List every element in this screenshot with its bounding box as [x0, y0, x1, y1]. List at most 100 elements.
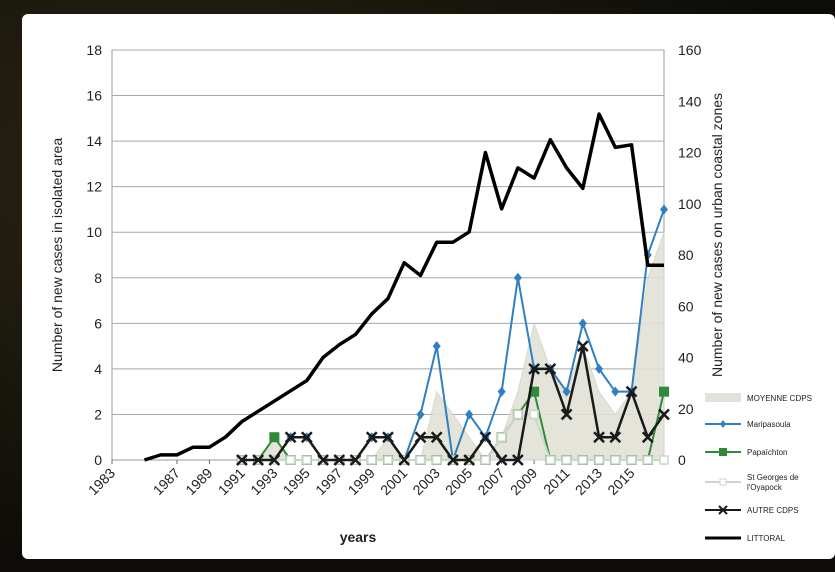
- st-georges-de-l-oyapock-point: [578, 455, 588, 465]
- x-tick-label: 2015: [604, 465, 637, 498]
- y-left-tick-label: 16: [86, 88, 102, 104]
- autre-cdps-point: [252, 454, 265, 466]
- st-georges-de-l-oyapock-point: [659, 455, 669, 465]
- legend-marker-maripasoula: [720, 420, 726, 428]
- maripasoula-point: [416, 409, 425, 420]
- autre-cdps-point: [235, 454, 248, 466]
- legend-swatch-moyenne-cdps: [705, 393, 741, 402]
- autre-cdps-point: [528, 363, 541, 375]
- legend-label-st-georges-de-l-oyapock: St Georges de l'Oyapock: [747, 473, 799, 492]
- st-georges-de-l-oyapock-point: [545, 455, 556, 465]
- autre-cdps-point: [430, 431, 443, 444]
- autre-cdps-point: [317, 454, 329, 466]
- st-georges-de-l-oyapock-point: [415, 455, 426, 465]
- y-right-axis-title: Number of new cases on urban coastal zon…: [709, 93, 725, 377]
- autre-cdps-point: [576, 340, 589, 352]
- autre-cdps-point: [447, 454, 459, 466]
- autre-cdps-point: [349, 454, 362, 466]
- autre-cdps-point: [382, 431, 394, 444]
- st-georges-de-l-oyapock-point: [431, 455, 442, 465]
- x-tick-label: 1997: [312, 465, 345, 498]
- x-tick-label: 1983: [85, 465, 118, 498]
- x-tick-label: 2009: [507, 465, 540, 498]
- st-georges-de-l-oyapock-point: [561, 455, 572, 465]
- y-right-tick-label: 120: [678, 145, 702, 161]
- autre-cdps-point: [593, 431, 605, 444]
- x-tick-label: 1995: [280, 465, 313, 498]
- x-axis-title: years: [340, 529, 377, 545]
- st-georges-de-l-oyapock-point: [302, 455, 312, 465]
- autre-cdps-point: [365, 431, 378, 444]
- y-left-tick-label: 4: [94, 361, 102, 377]
- x-tick-label: 2013: [572, 465, 605, 498]
- autre-cdps-point: [268, 454, 281, 466]
- maripasoula-point: [562, 386, 571, 397]
- x-tick-label: 2003: [409, 465, 442, 498]
- maripasoula-point: [660, 204, 668, 215]
- st-georges-de-l-oyapock-point: [626, 455, 637, 465]
- x-tick-label: 1989: [182, 465, 215, 498]
- y-right-tick-label: 0: [678, 452, 686, 468]
- st-georges-de-l-oyapock-point: [513, 409, 523, 420]
- papa-chton-point: [529, 386, 540, 397]
- maripasoula-point: [611, 386, 620, 397]
- maripasoula-point: [465, 409, 474, 420]
- autre-cdps-point: [625, 385, 638, 398]
- papa-chton-point: [659, 386, 669, 397]
- maripasoula-point: [497, 386, 506, 397]
- littoral-line: [143, 112, 664, 462]
- y-left-axis-title: Number of new cases in isolated area: [49, 138, 65, 372]
- y-right-tick-label: 60: [678, 298, 694, 314]
- autre-cdps-point: [398, 454, 411, 466]
- autre-cdps-point: [511, 454, 524, 466]
- y-left-tick-label: 8: [94, 270, 102, 286]
- y-left-tick-label: 0: [94, 452, 102, 468]
- autre-cdps-point: [463, 454, 476, 466]
- autre-cdps-point: [284, 431, 297, 444]
- autre-cdps-point: [479, 431, 492, 444]
- autre-cdps-point: [658, 408, 670, 421]
- st-georges-de-l-oyapock-point: [594, 455, 604, 465]
- y-left-tick-label: 2: [94, 406, 102, 422]
- legend-marker-st-georges-de-l-oyapock: [719, 478, 727, 486]
- legend-label-maripasoula: Maripasoula: [747, 420, 791, 429]
- maripasoula-point: [595, 363, 604, 374]
- y-left-tick-label: 12: [86, 179, 102, 195]
- st-georges-de-l-oyapock-point: [610, 455, 621, 465]
- y-right-tick-label: 80: [678, 247, 694, 263]
- legend-label-papa-chton: Papaïchton: [747, 448, 787, 457]
- y-left-tick-label: 18: [86, 42, 102, 58]
- legend-label-line: l'Oyapock: [747, 483, 783, 492]
- autre-cdps-point: [560, 408, 573, 421]
- autre-cdps-point: [333, 454, 346, 466]
- x-tick-label: 1993: [247, 465, 280, 498]
- y-right-tick-label: 100: [678, 196, 702, 212]
- x-tick-label: 1999: [345, 465, 378, 498]
- legend-label-autre-cdps: AUTRE CDPS: [747, 506, 799, 515]
- x-tick-label: 2007: [474, 465, 507, 498]
- y-left-tick-label: 6: [94, 315, 102, 331]
- st-georges-de-l-oyapock-point: [496, 432, 507, 442]
- st-georges-de-l-oyapock-point: [480, 455, 491, 465]
- maripasoula-point: [432, 341, 441, 352]
- x-tick-label: 2011: [540, 465, 573, 498]
- st-georges-de-l-oyapock-point: [367, 455, 377, 465]
- autre-cdps-point: [300, 431, 313, 444]
- y-right-tick-label: 140: [678, 93, 702, 109]
- legend-marker-autre-cdps: [718, 505, 728, 515]
- x-tick-label: 2001: [377, 465, 410, 498]
- autre-cdps-point: [495, 454, 508, 466]
- st-georges-de-l-oyapock-point: [285, 455, 296, 465]
- y-right-tick-label: 40: [678, 350, 694, 366]
- y-left-tick-label: 14: [86, 133, 102, 149]
- legend-marker-papa-chton: [719, 448, 727, 456]
- legend-label-littoral: LITTORAL: [747, 534, 786, 543]
- y-right-tick-label: 20: [678, 401, 694, 417]
- autre-cdps-point: [641, 431, 654, 444]
- x-tick-label: 2005: [442, 465, 475, 498]
- autre-cdps-point: [609, 431, 622, 444]
- maripasoula-point: [513, 272, 522, 283]
- st-georges-de-l-oyapock-point: [383, 455, 393, 465]
- autre-cdps-point: [414, 431, 427, 444]
